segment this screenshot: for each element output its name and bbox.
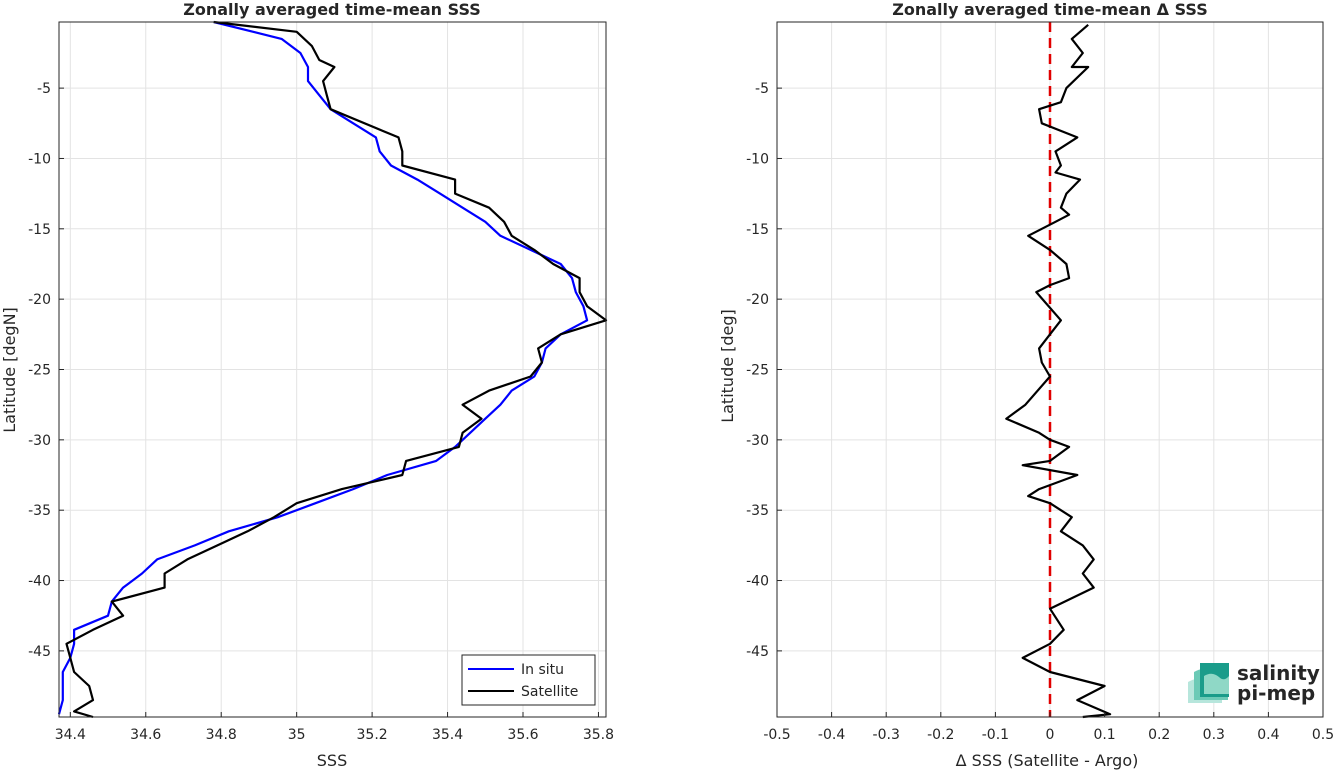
y-tick-label: -5	[37, 81, 51, 97]
x-tick-labels: -0.5 -0.4 -0.3 -0.2 -0.1 0 0.1 0.2 0.3 0.4 0.5	[763, 712, 1334, 743]
x-tick-label: 0	[1046, 727, 1055, 743]
y-tick-label: -20	[28, 292, 51, 308]
x-tick-label: -0.1	[982, 727, 1009, 743]
chart-title: Zonally averaged time-mean Δ SSS	[892, 0, 1208, 19]
y-axis-label: Latitude [degN]	[0, 307, 19, 433]
wave-icon	[1188, 663, 1229, 703]
y-tick-label: -40	[28, 574, 51, 590]
x-tick-label: -0.3	[873, 727, 900, 743]
x-tick-label: 34.6	[130, 727, 161, 743]
delta-sss-panel: -0.5 -0.4 -0.3 -0.2 -0.1 0 0.1 0.2 0.3 0.4 0.5 -5-…	[718, 0, 1334, 770]
y-tick-label: -10	[28, 151, 51, 167]
x-tick-labels: 34.4 34.6 34.8 35 35.2 35.4 35.6 35.8	[55, 712, 614, 743]
y-tick-labels: -5 -10 -15 -20 -25 -30 -35 -40 -45	[746, 81, 782, 660]
y-tick-label: -35	[28, 503, 51, 519]
x-tick-label: 35.6	[507, 727, 538, 743]
y-axis-label: Latitude [deg]	[718, 309, 737, 423]
series-layer	[1005, 23, 1112, 719]
x-tick-label: 35	[288, 727, 306, 743]
series-layer	[57, 20, 608, 719]
y-tick-label: -20	[746, 292, 769, 308]
sss-panel: 34.4 34.6 34.8 35 35.2 35.4 35.6 35.8 -5-10-15-…	[0, 0, 614, 770]
x-tick-label: 34.8	[206, 727, 237, 743]
x-tick-label: -0.2	[927, 727, 954, 743]
salinity-pi-mep-logo: salinity pi-mep	[1188, 661, 1320, 705]
x-tick-label: 0.3	[1203, 727, 1225, 743]
y-tick-label: -15	[28, 222, 51, 238]
x-tick-label: 0.5	[1312, 727, 1334, 743]
logo-line2: pi-mep	[1237, 681, 1315, 705]
y-tick-label: -5	[755, 81, 769, 97]
y-tick-label: -45	[28, 644, 51, 660]
x-axis-label: Δ SSS (Satellite - Argo)	[956, 751, 1139, 770]
legend-box	[461, 654, 596, 706]
x-tick-label: -0.5	[763, 727, 790, 743]
legend-label-satellite: Satellite	[521, 684, 578, 700]
y-tick-label: -40	[746, 574, 769, 590]
x-tick-label: 35.2	[357, 727, 388, 743]
grid-lines	[59, 22, 606, 717]
legend-label-in-situ: In situ	[521, 662, 564, 678]
x-tick-label: 0.4	[1257, 727, 1279, 743]
y-tick-labels: -5 -10 -15 -20 -25 -30 -35 -40 -45	[28, 81, 64, 660]
y-tick-label: -45	[746, 644, 769, 660]
x-tick-label: 34.4	[55, 727, 86, 743]
chart-title: Zonally averaged time-mean SSS	[183, 0, 481, 19]
x-axis-label: SSS	[317, 751, 347, 770]
y-tick-label: -25	[28, 363, 51, 379]
x-tick-label: -0.4	[818, 727, 845, 743]
series-line-in-situ	[57, 20, 589, 715]
y-tick-label: -30	[746, 433, 769, 449]
logo-line1: salinity	[1237, 661, 1320, 685]
series-line-delta	[1005, 23, 1112, 719]
y-tick-label: -30	[28, 433, 51, 449]
x-tick-label: 0.2	[1148, 727, 1170, 743]
y-tick-label: -15	[746, 222, 769, 238]
x-tick-label: 35.4	[432, 727, 463, 743]
x-tick-label: 0.1	[1093, 727, 1115, 743]
series-line-satellite	[65, 20, 608, 719]
y-tick-label: -25	[746, 363, 769, 379]
y-tick-label: -35	[746, 503, 769, 519]
x-tick-label: 35.8	[583, 727, 614, 743]
legend: In situ Satellite	[461, 654, 596, 706]
y-tick-label: -10	[746, 151, 769, 167]
